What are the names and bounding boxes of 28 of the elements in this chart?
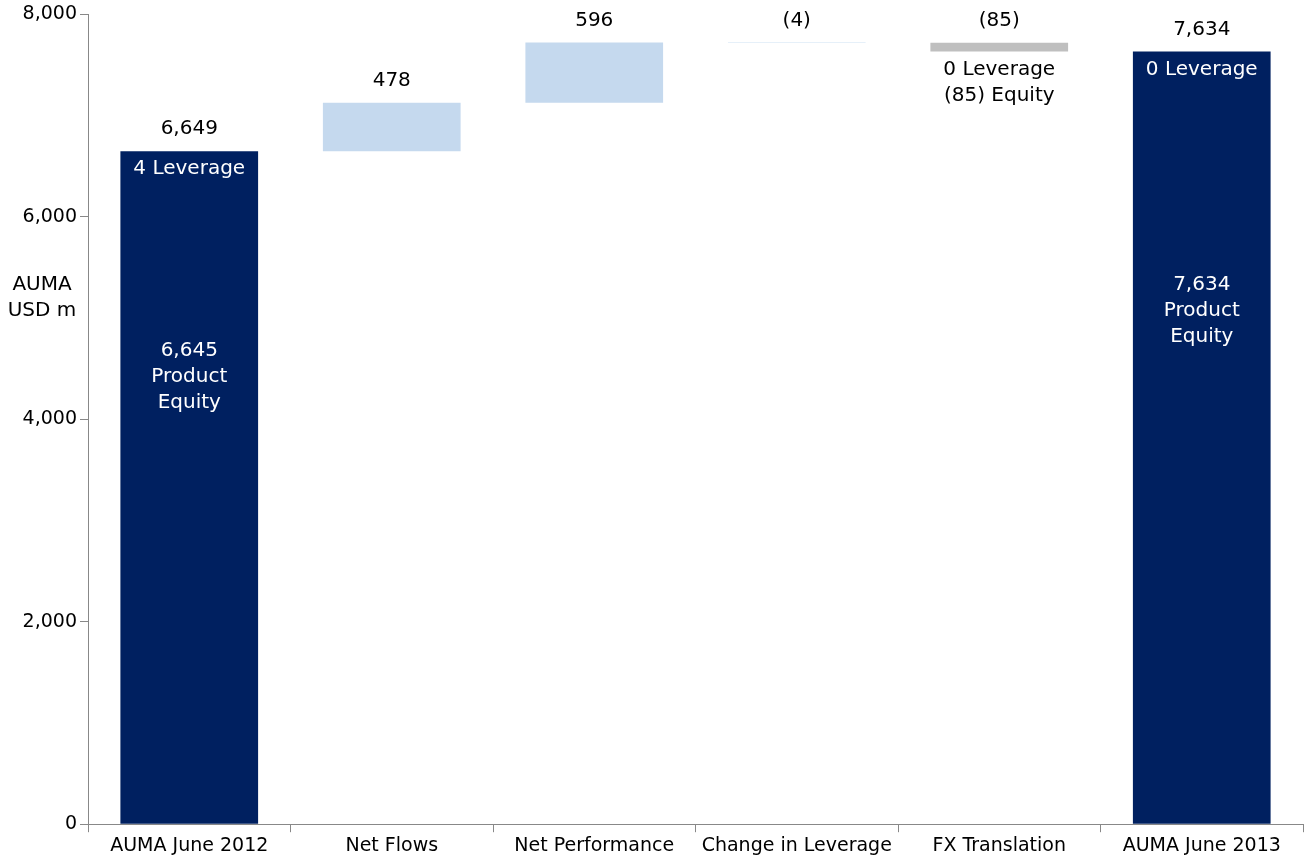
y-tick-label: 8,000 (22, 1, 77, 24)
x-tick-label: FX Translation (932, 832, 1067, 855)
bar (930, 42, 1069, 52)
data-label: 7,634 (1173, 15, 1231, 40)
annotation: 4 Leverage (133, 155, 246, 180)
bar (525, 42, 664, 103)
data-label: 596 (575, 6, 614, 31)
bar (322, 102, 461, 152)
y-axis-title: AUMA USD m (7, 271, 77, 322)
data-label: 6,649 (160, 115, 218, 140)
annotation: 6,645 Product Equity (151, 337, 228, 414)
x-tick-label: AUMA June 2012 (110, 832, 269, 855)
bar (1132, 51, 1271, 824)
x-tick-label: AUMA June 2013 (1122, 832, 1281, 855)
data-label: (85) (978, 7, 1020, 32)
x-tick-label: Net Performance (514, 832, 675, 855)
y-tick-label: 0 (64, 811, 77, 834)
data-label: 478 (372, 66, 411, 91)
y-tick-label: 2,000 (22, 608, 77, 631)
annotation: 7,634 Product Equity (1163, 271, 1240, 348)
bar (120, 151, 259, 824)
y-tick-label: 6,000 (22, 203, 77, 226)
y-tick-label: 4,000 (22, 406, 77, 429)
annotation: 0 Leverage (1145, 55, 1258, 80)
x-tick-label: Change in Leverage (701, 832, 892, 855)
x-tick-label: Net Flows (345, 832, 439, 855)
data-label: (4) (782, 6, 811, 31)
annotation: 0 Leverage (85) Equity (943, 55, 1056, 106)
